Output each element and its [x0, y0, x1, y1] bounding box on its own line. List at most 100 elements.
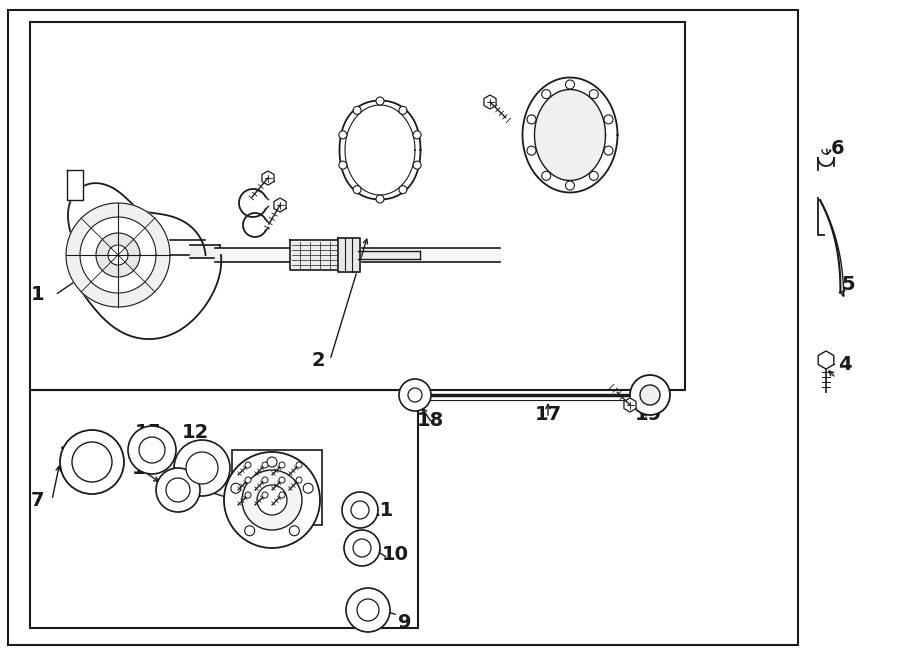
Polygon shape: [338, 238, 360, 272]
Text: 3: 3: [601, 130, 615, 150]
Polygon shape: [66, 203, 170, 307]
Polygon shape: [290, 240, 340, 270]
Circle shape: [413, 161, 421, 169]
Text: 4: 4: [838, 355, 851, 375]
Text: 1: 1: [32, 285, 45, 305]
Text: 17: 17: [535, 406, 562, 424]
Circle shape: [344, 530, 380, 566]
Circle shape: [245, 462, 251, 468]
Circle shape: [186, 452, 218, 484]
Circle shape: [279, 492, 285, 498]
Bar: [232, 450, 322, 525]
Circle shape: [399, 379, 431, 411]
Circle shape: [565, 181, 574, 190]
Polygon shape: [274, 198, 286, 212]
Circle shape: [245, 492, 251, 498]
Polygon shape: [215, 248, 500, 262]
Circle shape: [279, 462, 285, 468]
Circle shape: [590, 171, 598, 180]
Circle shape: [245, 526, 255, 536]
Text: 6: 6: [832, 138, 845, 158]
Polygon shape: [484, 95, 496, 109]
Circle shape: [604, 146, 613, 155]
Polygon shape: [80, 217, 156, 293]
Circle shape: [289, 526, 300, 536]
Circle shape: [640, 385, 660, 405]
Polygon shape: [523, 77, 617, 193]
Circle shape: [604, 115, 613, 124]
Bar: [30, 22, 685, 390]
Text: 2: 2: [311, 350, 325, 369]
Circle shape: [346, 588, 390, 632]
Circle shape: [128, 426, 176, 474]
Circle shape: [72, 442, 112, 482]
Circle shape: [590, 89, 598, 99]
Circle shape: [166, 478, 190, 502]
Circle shape: [376, 97, 384, 105]
Circle shape: [245, 477, 251, 483]
Polygon shape: [818, 351, 833, 369]
Polygon shape: [358, 251, 420, 259]
Circle shape: [342, 492, 378, 528]
Polygon shape: [535, 89, 606, 181]
Polygon shape: [108, 245, 128, 265]
Text: 7: 7: [32, 491, 45, 510]
Circle shape: [353, 539, 371, 557]
Circle shape: [224, 452, 320, 548]
Circle shape: [527, 146, 536, 155]
Circle shape: [413, 131, 421, 139]
Polygon shape: [624, 398, 636, 412]
Circle shape: [527, 115, 536, 124]
Circle shape: [542, 171, 551, 180]
Text: 11: 11: [366, 500, 393, 520]
Bar: [8, 10, 798, 645]
Text: 10: 10: [382, 545, 409, 565]
Circle shape: [262, 462, 268, 468]
Circle shape: [353, 107, 361, 115]
Circle shape: [303, 483, 313, 493]
Circle shape: [399, 185, 407, 194]
Circle shape: [279, 477, 285, 483]
Text: 16: 16: [58, 446, 86, 465]
Circle shape: [174, 440, 230, 496]
Text: 15: 15: [134, 422, 162, 442]
Text: 13: 13: [186, 479, 213, 498]
Circle shape: [353, 185, 361, 194]
Text: 14: 14: [131, 459, 158, 477]
Circle shape: [231, 483, 241, 493]
Circle shape: [296, 477, 302, 483]
Circle shape: [630, 375, 670, 415]
Polygon shape: [67, 170, 83, 200]
Circle shape: [339, 131, 346, 139]
Circle shape: [339, 161, 346, 169]
Polygon shape: [190, 245, 220, 258]
Circle shape: [357, 599, 379, 621]
Text: 9: 9: [398, 612, 412, 632]
Circle shape: [351, 501, 369, 519]
Circle shape: [296, 462, 302, 468]
Circle shape: [565, 80, 574, 89]
Text: 5: 5: [842, 275, 855, 295]
Polygon shape: [68, 183, 221, 339]
Circle shape: [242, 470, 302, 530]
Text: 8: 8: [278, 455, 292, 475]
Circle shape: [156, 468, 200, 512]
Text: 12: 12: [182, 422, 209, 442]
Circle shape: [399, 107, 407, 115]
Circle shape: [376, 195, 384, 203]
Polygon shape: [339, 101, 420, 199]
Bar: [30, 390, 418, 628]
Circle shape: [139, 437, 165, 463]
Circle shape: [408, 388, 422, 402]
Circle shape: [542, 89, 551, 99]
Circle shape: [262, 492, 268, 498]
Text: 19: 19: [634, 406, 662, 424]
Circle shape: [257, 485, 287, 515]
Polygon shape: [262, 171, 274, 185]
Circle shape: [60, 430, 124, 494]
Circle shape: [267, 457, 277, 467]
Circle shape: [262, 477, 268, 483]
Polygon shape: [96, 233, 140, 277]
Polygon shape: [170, 240, 205, 255]
Text: 18: 18: [417, 410, 444, 430]
